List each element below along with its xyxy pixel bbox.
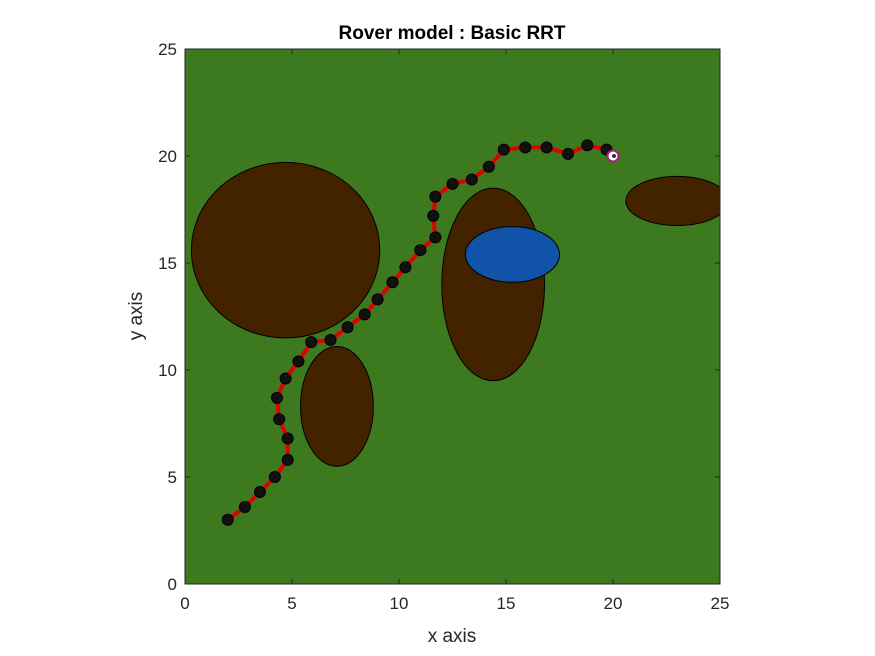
goal-group bbox=[606, 149, 620, 163]
path-node-17 bbox=[414, 244, 427, 257]
x-tick-label-2: 10 bbox=[390, 594, 409, 613]
path-node-1 bbox=[238, 500, 251, 513]
path-node-12 bbox=[341, 321, 354, 334]
path-node-9 bbox=[292, 355, 305, 368]
dirt-obstacle-2 bbox=[441, 187, 546, 382]
path-node-10 bbox=[305, 336, 318, 349]
path-node-13 bbox=[358, 308, 371, 321]
y-tick-label-2: 10 bbox=[158, 361, 177, 380]
y-tick-label-5: 25 bbox=[158, 40, 177, 59]
path-node-16 bbox=[399, 261, 412, 274]
obstacle-group bbox=[190, 161, 720, 467]
path-node-5 bbox=[281, 432, 294, 445]
y-axis-label: y axis bbox=[126, 292, 147, 341]
x-tick-label-3: 15 bbox=[497, 594, 516, 613]
node-group bbox=[221, 139, 613, 526]
y-tick-label-1: 5 bbox=[168, 468, 177, 487]
path-node-27 bbox=[562, 147, 575, 160]
path-node-7 bbox=[271, 391, 284, 404]
path-node-15 bbox=[386, 276, 399, 289]
path-node-22 bbox=[465, 173, 478, 186]
x-tick-label-0: 0 bbox=[180, 594, 189, 613]
x-tick-label-5: 25 bbox=[711, 594, 730, 613]
path-node-11 bbox=[324, 334, 337, 347]
path-node-3 bbox=[268, 471, 281, 483]
path-node-28 bbox=[581, 139, 594, 152]
chart-title: Rover model : Basic RRT bbox=[339, 23, 566, 44]
x-axis-label: x axis bbox=[428, 626, 477, 647]
path-node-0 bbox=[221, 513, 234, 526]
x-tick-label-1: 5 bbox=[287, 594, 296, 613]
path-node-14 bbox=[371, 293, 384, 306]
y-tick-label-0: 0 bbox=[168, 575, 177, 594]
path-node-21 bbox=[446, 177, 459, 190]
y-axis-ticks: 0 5 10 15 20 25 bbox=[158, 40, 720, 594]
path-node-2 bbox=[253, 485, 266, 498]
water-obstacle-3 bbox=[464, 226, 560, 283]
path-node-24 bbox=[497, 143, 510, 156]
dirt-obstacle-4 bbox=[625, 175, 720, 227]
path-node-6 bbox=[273, 413, 286, 426]
dirt-obstacle-1 bbox=[300, 345, 374, 467]
x-axis-ticks: 0 5 10 15 20 25 bbox=[180, 49, 729, 613]
path-node-18 bbox=[429, 231, 442, 244]
path-node-25 bbox=[519, 141, 532, 154]
path-node-20 bbox=[429, 190, 442, 203]
path-node-26 bbox=[540, 141, 553, 154]
goal-marker-center bbox=[612, 154, 616, 158]
dirt-obstacle-0 bbox=[190, 161, 381, 339]
y-tick-label-4: 20 bbox=[158, 147, 177, 166]
plot-frame bbox=[184, 48, 721, 585]
path-node-19 bbox=[427, 209, 440, 222]
path-node-8 bbox=[279, 372, 292, 385]
path-node-23 bbox=[482, 160, 495, 173]
path-node-4 bbox=[281, 453, 294, 466]
x-tick-label-4: 20 bbox=[604, 594, 623, 613]
y-tick-label-3: 15 bbox=[158, 254, 177, 273]
